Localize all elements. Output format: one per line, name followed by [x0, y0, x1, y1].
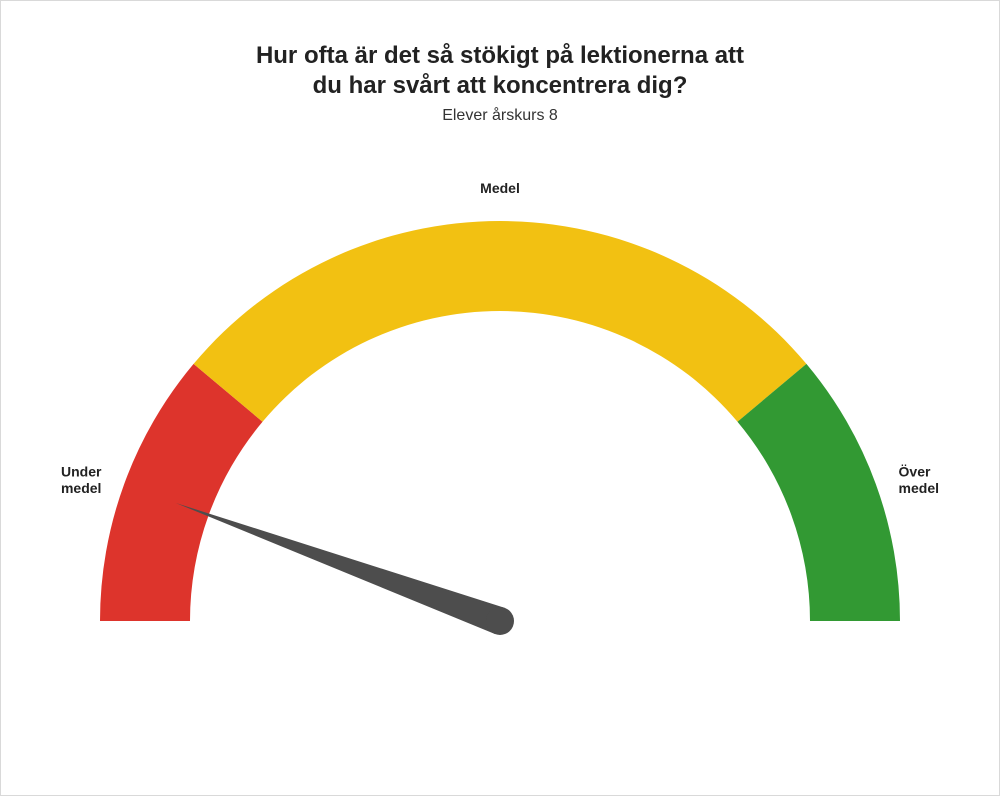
chart-subtitle: Elever årskurs 8: [1, 107, 999, 125]
gauge-label-1: Medel: [480, 180, 520, 196]
chart-frame: Hur ofta är det så stökigt på lektionern…: [0, 0, 1000, 796]
gauge-hub: [486, 607, 514, 635]
gauge-label-0: Undermedel: [61, 464, 102, 496]
gauge-segment-0: [100, 364, 263, 621]
gauge-chart: Undermedel Medel Övermedel: [1, 151, 999, 711]
title-line1: Hur ofta är det så stökigt på lektionern…: [256, 42, 744, 69]
gauge-label-2: Övermedel: [899, 464, 939, 496]
chart-title: Hur ofta är det så stökigt på lektionern…: [1, 41, 999, 101]
gauge-svg: Undermedel Medel Övermedel: [60, 151, 940, 711]
gauge-segment-1: [194, 221, 807, 422]
title-line2: du har svårt att koncentrera dig?: [313, 72, 688, 99]
gauge-needle: [176, 503, 505, 634]
gauge-segment-2: [737, 364, 900, 621]
